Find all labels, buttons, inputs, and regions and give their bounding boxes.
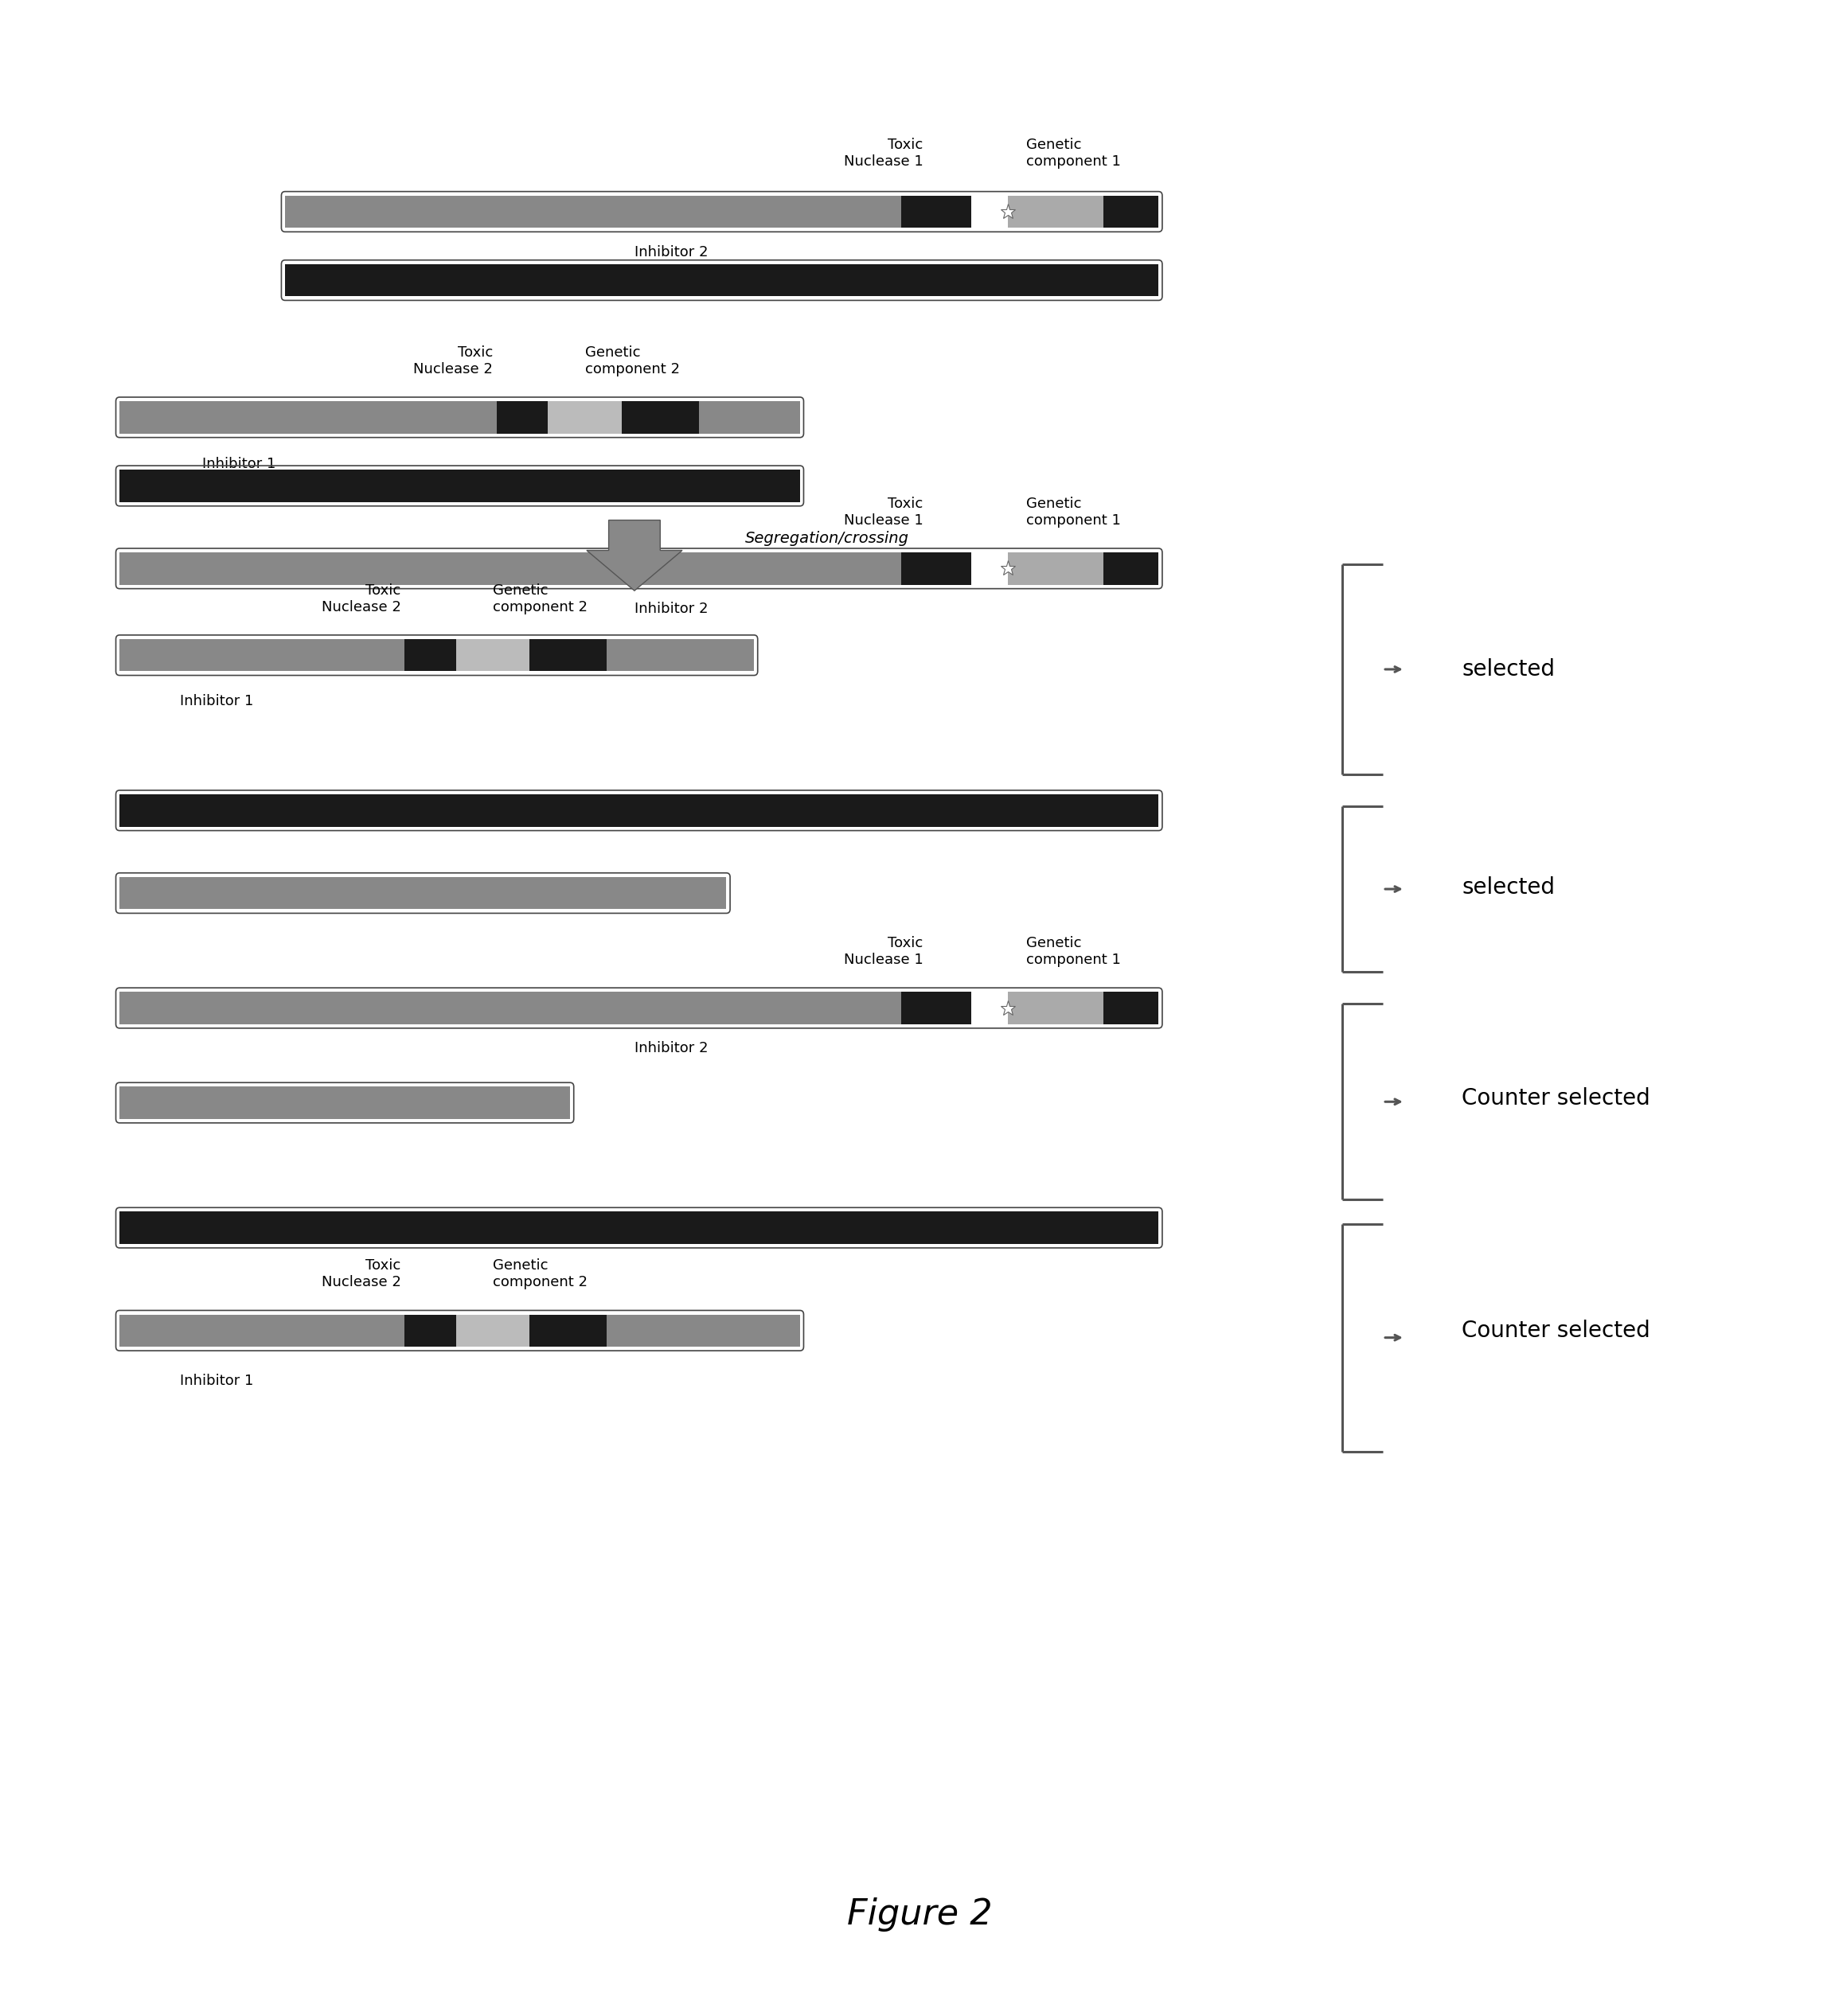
Bar: [622, 401, 699, 433]
Bar: [405, 1314, 456, 1347]
Text: Inhibitor 2: Inhibitor 2: [634, 601, 708, 617]
Bar: [456, 1314, 530, 1347]
Bar: [607, 639, 754, 671]
Bar: [1103, 552, 1159, 585]
Bar: [1103, 992, 1159, 1024]
Bar: [285, 264, 1159, 296]
Bar: [1008, 196, 1103, 228]
Bar: [405, 639, 456, 671]
Text: selected: selected: [1462, 657, 1556, 681]
Bar: [120, 1314, 405, 1347]
FancyArrow shape: [587, 520, 682, 591]
Bar: [901, 552, 971, 585]
Text: selected: selected: [1462, 875, 1556, 899]
Text: Genetic
component 1: Genetic component 1: [1026, 137, 1120, 169]
Text: Toxic
Nuclease 2: Toxic Nuclease 2: [414, 345, 493, 377]
Bar: [497, 401, 548, 433]
Bar: [120, 1087, 570, 1119]
Bar: [530, 639, 607, 671]
Text: Genetic
component 2: Genetic component 2: [585, 345, 680, 377]
Text: Inhibitor 1: Inhibitor 1: [180, 1373, 254, 1389]
Text: Inhibitor 1: Inhibitor 1: [202, 456, 276, 472]
Bar: [120, 794, 1159, 827]
Bar: [699, 401, 800, 433]
Bar: [1008, 992, 1103, 1024]
Bar: [607, 1314, 800, 1347]
Bar: [971, 992, 1008, 1024]
Text: Toxic
Nuclease 1: Toxic Nuclease 1: [844, 496, 923, 528]
Bar: [120, 992, 901, 1024]
Text: Toxic
Nuclease 1: Toxic Nuclease 1: [844, 935, 923, 968]
Bar: [120, 401, 497, 433]
Bar: [530, 1314, 607, 1347]
Text: Inhibitor 2: Inhibitor 2: [634, 244, 708, 260]
Text: Toxic
Nuclease 2: Toxic Nuclease 2: [322, 583, 401, 615]
Text: Counter selected: Counter selected: [1462, 1318, 1650, 1343]
Bar: [120, 639, 405, 671]
Bar: [285, 196, 901, 228]
Bar: [1103, 196, 1159, 228]
Text: Segregation/crossing: Segregation/crossing: [745, 530, 908, 546]
Bar: [971, 552, 1008, 585]
Bar: [971, 196, 1008, 228]
Bar: [1008, 552, 1103, 585]
Text: Figure 2: Figure 2: [846, 1897, 993, 1931]
Text: Counter selected: Counter selected: [1462, 1087, 1650, 1111]
Bar: [901, 196, 971, 228]
Bar: [901, 992, 971, 1024]
Text: Inhibitor 1: Inhibitor 1: [180, 694, 254, 710]
Bar: [120, 877, 726, 909]
Text: Toxic
Nuclease 1: Toxic Nuclease 1: [844, 137, 923, 169]
Bar: [120, 1212, 1159, 1244]
Bar: [456, 639, 530, 671]
Text: Genetic
component 2: Genetic component 2: [493, 583, 588, 615]
Bar: [120, 470, 800, 502]
Text: Genetic
component 1: Genetic component 1: [1026, 496, 1120, 528]
Text: Inhibitor 2: Inhibitor 2: [634, 1040, 708, 1056]
Text: Genetic
component 1: Genetic component 1: [1026, 935, 1120, 968]
Text: Genetic
component 2: Genetic component 2: [493, 1258, 588, 1290]
Bar: [548, 401, 622, 433]
Bar: [120, 552, 901, 585]
Text: Toxic
Nuclease 2: Toxic Nuclease 2: [322, 1258, 401, 1290]
